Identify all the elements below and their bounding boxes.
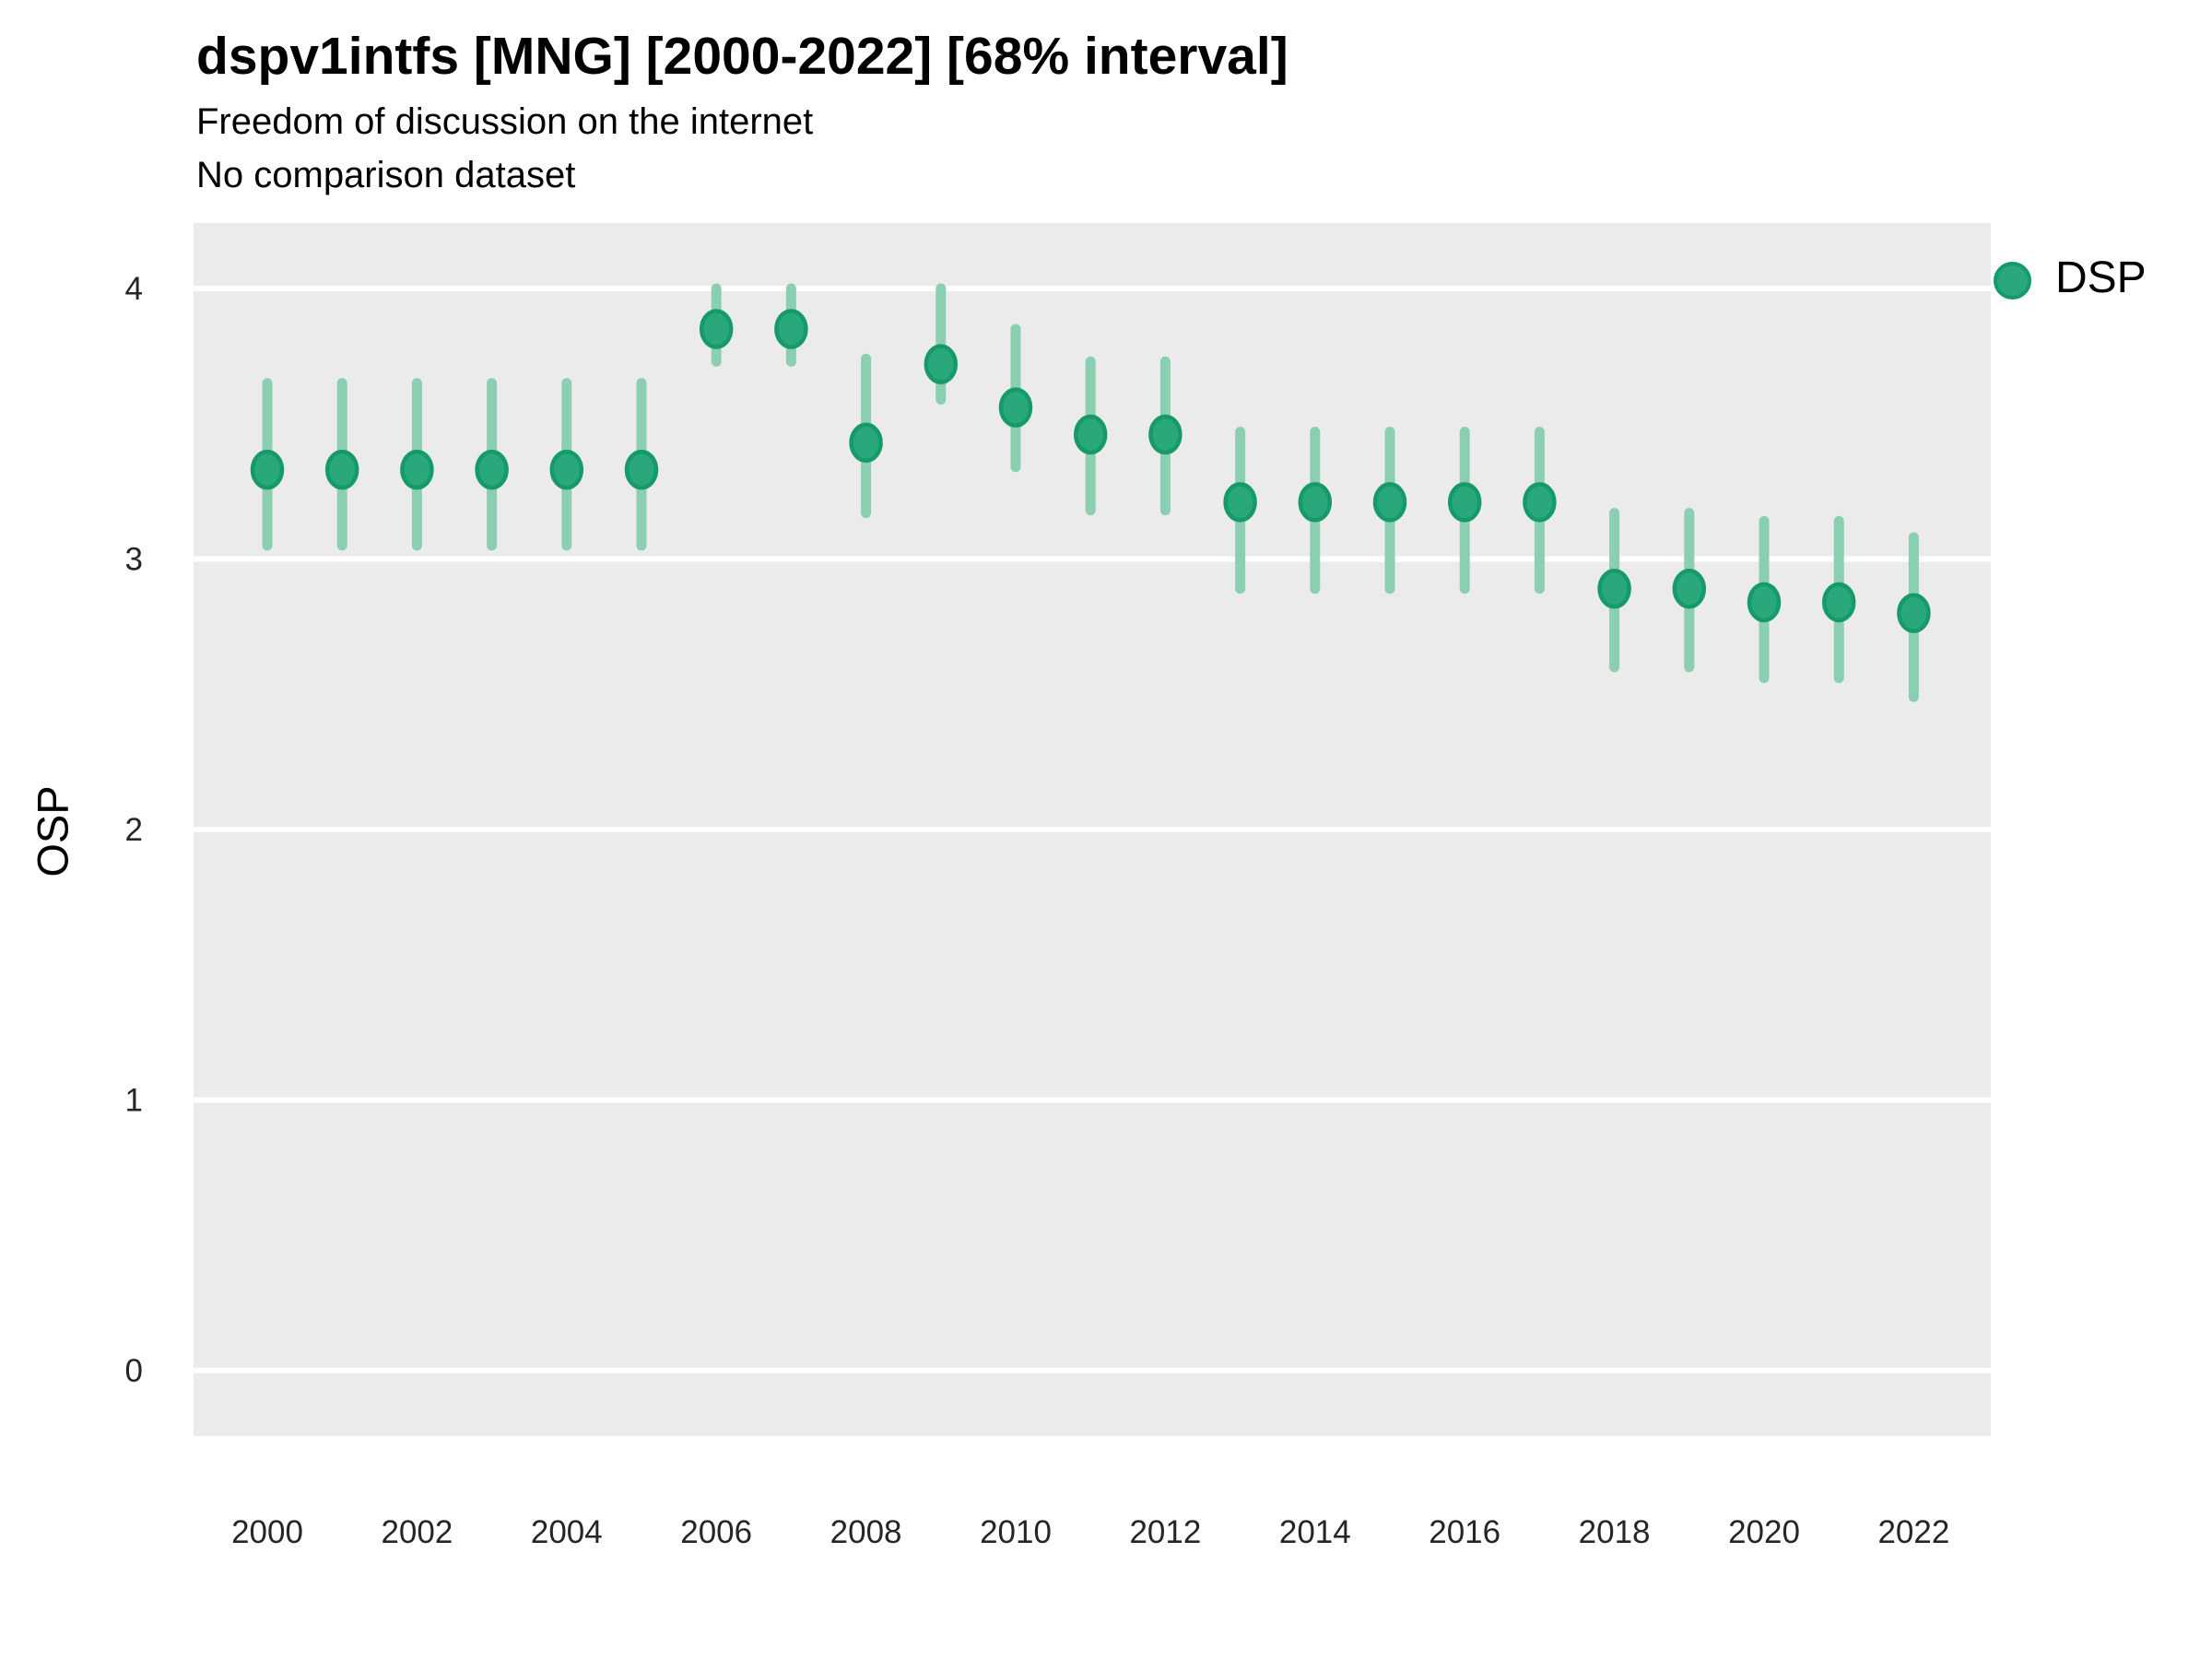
x-tick-label-2022: 2022: [1877, 1514, 1949, 1550]
data-point-2022: [1897, 593, 1931, 633]
data-point-2014: [1298, 482, 1333, 523]
x-tick-label-2008: 2008: [830, 1514, 902, 1550]
legend: DSP: [1994, 256, 2147, 304]
x-tick-label-2020: 2020: [1728, 1514, 1800, 1550]
y-tick-label-1: 1: [125, 1083, 143, 1119]
data-point-2012: [1148, 414, 1182, 455]
x-tick-label-2002: 2002: [381, 1514, 453, 1550]
data-point-2018: [1597, 569, 1631, 609]
y-tick-label-3: 3: [125, 542, 143, 578]
x-tick-label-2010: 2010: [980, 1514, 1052, 1550]
x-tick-label-2004: 2004: [531, 1514, 603, 1550]
y-tick-label-2: 2: [125, 812, 143, 848]
data-point-2019: [1672, 569, 1707, 609]
data-point-2006: [699, 309, 734, 349]
x-tick-label-2000: 2000: [231, 1514, 303, 1550]
data-point-2000: [250, 449, 285, 490]
data-point-2011: [1073, 414, 1108, 455]
data-point-2007: [774, 309, 808, 349]
data-point-2017: [1523, 482, 1557, 523]
x-tick-label-2006: 2006: [680, 1514, 752, 1550]
data-point-2013: [1223, 482, 1257, 523]
y-tick-label-0: 0: [125, 1353, 143, 1389]
data-point-2002: [400, 449, 434, 490]
data-point-2001: [324, 449, 359, 490]
data-point-2010: [998, 387, 1033, 428]
data-point-2021: [1821, 582, 1856, 623]
y-tick-label-4: 4: [125, 271, 143, 307]
x-tick-label-2012: 2012: [1129, 1514, 1201, 1550]
data-point-2004: [549, 449, 584, 490]
legend-label: DSP: [2055, 253, 2147, 302]
chart-subtitle: Freedom of discussion on the internet: [196, 101, 814, 142]
chart-note: No comparison dataset: [196, 155, 576, 195]
data-point-2008: [849, 422, 883, 464]
x-tick-label-2016: 2016: [1429, 1514, 1500, 1550]
data-point-2015: [1372, 482, 1407, 523]
data-point-2003: [475, 449, 509, 490]
page-title: dspv1intfs [MNG] [2000-2022] [68% interv…: [196, 27, 1288, 86]
data-point-2005: [624, 449, 659, 490]
data-point-2009: [924, 344, 959, 384]
x-tick-label-2014: 2014: [1279, 1514, 1351, 1550]
x-tick-label-2018: 2018: [1579, 1514, 1651, 1550]
data-point-2016: [1447, 482, 1482, 523]
legend-point-icon: [1994, 261, 2031, 300]
data-point-2020: [1747, 582, 1782, 623]
